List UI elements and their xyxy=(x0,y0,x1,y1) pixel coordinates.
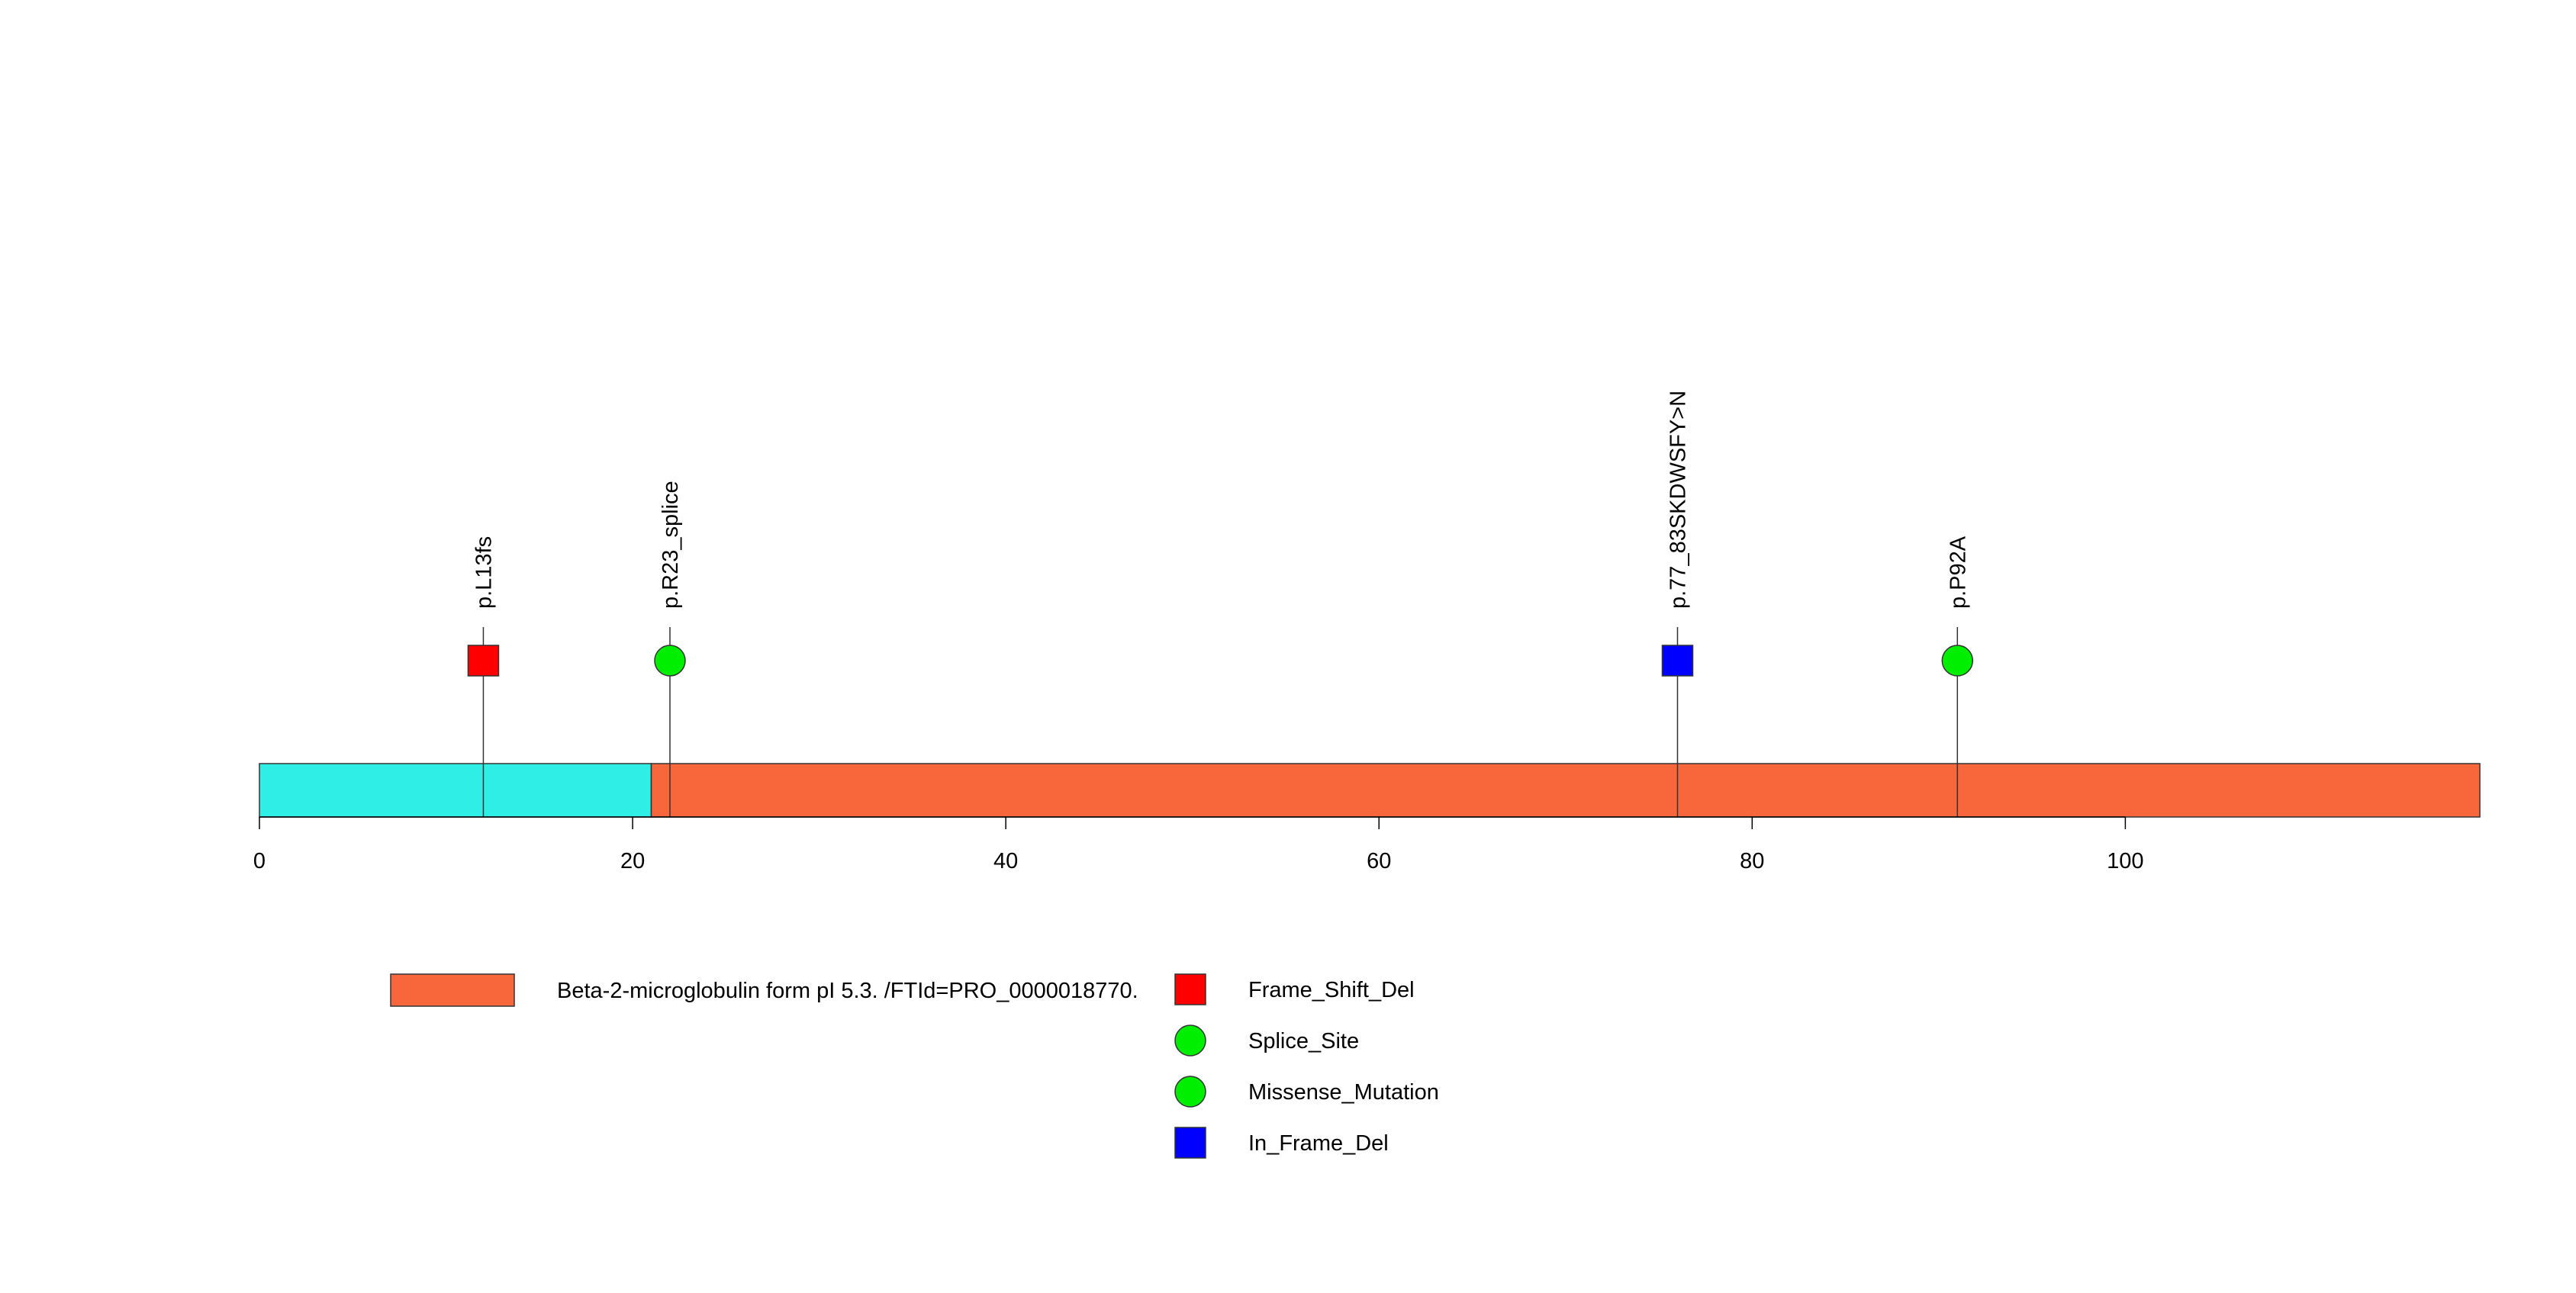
mutation-marker-3 xyxy=(1941,645,1974,677)
domain-bar-1 xyxy=(650,763,2481,818)
mutation-label-2: p.77_83SKDWSFY>N xyxy=(1666,391,1690,609)
legend-marker-3 xyxy=(1174,1127,1206,1159)
legend-domain-label: Beta-2-microglobulin form pI 5.3. /FTId=… xyxy=(557,979,1138,1003)
x-axis: 0 20 40 60 80 100 xyxy=(253,816,2144,873)
x-tick-label-1: 20 xyxy=(620,849,645,873)
legend-marker-1 xyxy=(1174,1024,1206,1057)
legend-label-1: Splice_Site xyxy=(1248,1029,1359,1053)
legend-marker-2 xyxy=(1174,1076,1206,1108)
legend-label-2: Missense_Mutation xyxy=(1248,1080,1439,1105)
x-tick-label-2: 40 xyxy=(993,849,1018,873)
x-tick-label-5: 100 xyxy=(2107,849,2143,873)
mutation-marker-2 xyxy=(1661,645,1694,677)
mutation-marker-0 xyxy=(467,645,500,677)
x-tick-label-3: 60 xyxy=(1367,849,1391,873)
markers-layer xyxy=(467,645,1974,677)
legend-label-0: Frame_Shift_Del xyxy=(1248,978,1415,1002)
x-tick-label-4: 80 xyxy=(1740,849,1764,873)
legend-marker-0 xyxy=(1174,973,1206,1005)
legend: Beta-2-microglobulin form pI 5.3. /FTId=… xyxy=(390,973,1439,1159)
legend-label-3: In_Frame_Del xyxy=(1248,1131,1389,1156)
mutation-label-3: p.P92A xyxy=(1946,536,1970,609)
domain-bar-0 xyxy=(259,763,652,818)
mutation-marker-1 xyxy=(654,645,686,677)
x-tick-label-0: 0 xyxy=(253,849,266,873)
domains-layer xyxy=(259,763,2481,818)
mutation-label-0: p.L13fs xyxy=(472,536,496,609)
legend-domain-swatch xyxy=(390,973,515,1007)
mutation-label-1: p.R23_splice xyxy=(658,481,683,609)
mutation-labels-layer: p.L13fs p.R23_splice p.77_83SKDWSFY>N p.P92… xyxy=(472,391,1970,609)
